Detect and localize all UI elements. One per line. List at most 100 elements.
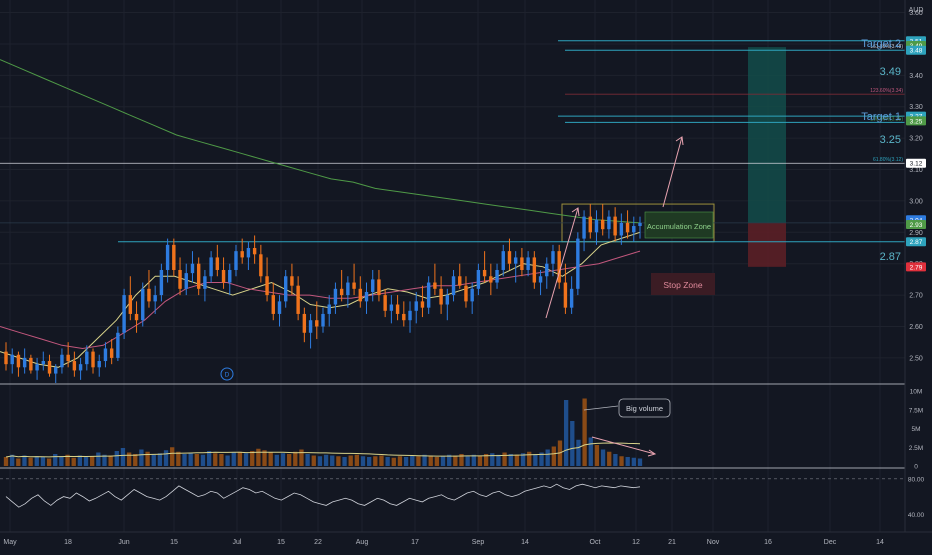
candle-body xyxy=(41,361,46,365)
candle-body xyxy=(265,276,269,296)
volume-bar xyxy=(379,455,384,466)
volume-pane: Big volume xyxy=(3,398,671,466)
volume-bar xyxy=(157,453,163,466)
volume-bar xyxy=(280,453,286,466)
volume-bar xyxy=(600,449,606,466)
candle-body xyxy=(408,310,412,321)
fib-label: 123.60%(3.34) xyxy=(870,88,903,94)
x-tick-label: Aug xyxy=(356,539,369,546)
candle-body xyxy=(576,238,580,289)
volume-bar xyxy=(250,451,255,466)
candle-body xyxy=(97,361,101,368)
candle-body xyxy=(66,354,70,362)
volume-bar xyxy=(416,456,421,466)
volume-bar xyxy=(46,458,52,466)
price-label: 2.93 xyxy=(910,222,923,229)
volume-bar xyxy=(22,455,27,466)
volume-bar xyxy=(447,454,452,466)
volume-bar xyxy=(305,454,310,466)
volume-bar xyxy=(588,437,593,466)
candle-body xyxy=(439,288,443,305)
candle-body xyxy=(190,263,195,274)
candle-body xyxy=(246,248,251,258)
volume-bar xyxy=(637,458,643,466)
x-tick-label: 16 xyxy=(764,539,772,546)
volume-bar xyxy=(53,454,58,466)
volume-tick-label: 7.5M xyxy=(909,407,923,414)
volume-bar xyxy=(594,445,600,466)
fib-label: 100.00%(3.25) xyxy=(870,116,903,122)
x-tick-label: 14 xyxy=(521,539,529,546)
volume-bar xyxy=(342,457,347,466)
target2-price: 3.49 xyxy=(880,66,901,78)
candle-body xyxy=(451,276,456,296)
volume-bar xyxy=(582,398,587,466)
volume-bar xyxy=(323,454,329,466)
candle-body xyxy=(196,263,201,289)
candle-body xyxy=(507,251,512,264)
volume-bar xyxy=(440,456,446,466)
price-label: 3.25 xyxy=(910,118,923,125)
candle-body xyxy=(364,291,369,302)
volume-bar xyxy=(34,456,39,466)
volume-bar xyxy=(434,457,440,466)
fib-label: 161.80%(3.48) xyxy=(870,44,903,50)
volume-bar xyxy=(502,452,507,466)
volume-bar xyxy=(354,454,360,466)
grid xyxy=(0,0,905,532)
candle-body xyxy=(445,295,450,305)
x-tick-label: Jul xyxy=(233,539,242,546)
volume-bar xyxy=(631,457,636,466)
candle-body xyxy=(60,354,64,368)
volume-bar xyxy=(360,456,366,466)
candle-body xyxy=(545,263,549,277)
candle-body xyxy=(551,251,555,264)
candle-body xyxy=(35,364,39,371)
currency-label: AUD xyxy=(909,7,924,14)
oscillator-line xyxy=(5,483,641,508)
volume-bar xyxy=(206,451,212,466)
volume-bar xyxy=(10,454,15,466)
candle-body xyxy=(16,354,21,368)
candle-body xyxy=(315,320,319,327)
accumulation-zone-label-bg xyxy=(644,211,714,239)
breakout-arrow xyxy=(545,207,579,319)
candle-body xyxy=(91,351,95,368)
volume-bar xyxy=(477,455,483,466)
volume-bar xyxy=(539,452,544,466)
target2-title: Target 2 xyxy=(861,38,901,50)
candle-body xyxy=(228,269,232,283)
candle-body xyxy=(538,276,543,283)
volume-bar xyxy=(176,451,181,466)
volume-bar xyxy=(311,455,316,466)
candle-body xyxy=(333,288,338,305)
volume-ma-line xyxy=(5,442,641,458)
candle-body xyxy=(153,295,157,302)
candle-body xyxy=(283,276,288,302)
price-label: 3.12 xyxy=(910,161,923,168)
volume-bar xyxy=(527,451,532,466)
volume-bar xyxy=(317,456,323,466)
candle-body xyxy=(613,216,617,236)
target-zone xyxy=(748,47,786,223)
volume-bar xyxy=(483,454,489,466)
candle-body xyxy=(109,348,114,358)
candle-body xyxy=(489,276,493,283)
zones xyxy=(561,47,786,267)
x-tick-label: Nov xyxy=(707,539,720,546)
candle-body xyxy=(296,285,300,314)
x-tick-label: 17 xyxy=(411,539,419,546)
price-tick-label: 3.20 xyxy=(909,136,923,143)
volume-bar xyxy=(551,446,556,466)
volume-bar xyxy=(225,455,230,466)
x-tick-label: Dec xyxy=(824,539,837,546)
candle-body xyxy=(470,288,474,302)
stop-zone-label-bg xyxy=(651,273,715,295)
candle-body xyxy=(141,288,145,321)
volume-bar xyxy=(471,454,476,466)
candle-body xyxy=(290,276,294,286)
volume-bar xyxy=(231,452,236,466)
volume-bar xyxy=(3,457,9,466)
